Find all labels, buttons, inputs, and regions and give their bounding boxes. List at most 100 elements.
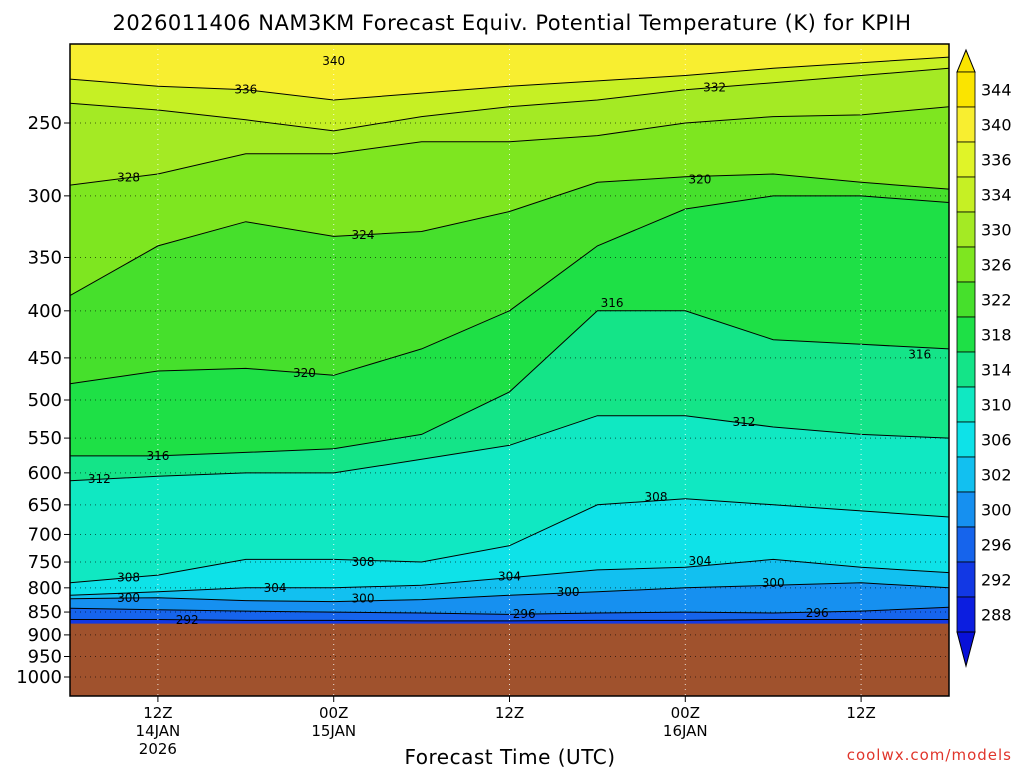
colorbar-tick-label: 288 xyxy=(981,606,1012,625)
x-tick-label: 14JAN xyxy=(136,722,181,740)
colorbar-tick-label: 306 xyxy=(981,431,1012,450)
colorbar-tick-label: 326 xyxy=(981,256,1012,275)
contour-328 xyxy=(70,106,949,186)
colorbar-tick-label: 336 xyxy=(981,151,1012,170)
y-tick-label: 250 xyxy=(28,113,62,134)
y-tick-label: 350 xyxy=(28,247,62,268)
colorbar-cell xyxy=(956,351,976,388)
x-tick-label: 16JAN xyxy=(663,722,708,740)
contour-lines xyxy=(70,56,949,622)
contour-320 xyxy=(70,195,949,385)
y-tick-label: 950 xyxy=(28,647,62,668)
colorbar-cell xyxy=(956,526,976,563)
contour-label: 296 xyxy=(806,606,829,620)
contour-label: 316 xyxy=(908,347,931,361)
contour-label: 308 xyxy=(645,490,668,504)
x-tick-label: 12Z xyxy=(846,704,875,722)
colorbar-cell xyxy=(956,421,976,458)
x-tick-label: 12Z xyxy=(143,704,172,722)
y-tick-label: 700 xyxy=(28,524,62,545)
y-tick-label: 900 xyxy=(28,625,62,646)
contour-332 xyxy=(70,67,949,132)
contour-label: 304 xyxy=(264,581,287,595)
colorbar-cell xyxy=(956,176,976,213)
contour-label: 336 xyxy=(234,83,257,97)
x-tick-label: 2026 xyxy=(139,740,177,758)
chart-title: 2026011406 NAM3KM Forecast Equiv. Potent… xyxy=(112,11,911,35)
contour-304 xyxy=(70,558,949,596)
contour-label: 300 xyxy=(117,591,140,605)
colorbar-tick-label: 300 xyxy=(981,501,1012,520)
colorbar-tick-label: 330 xyxy=(981,221,1012,240)
colorbar-tick-label: 302 xyxy=(981,466,1012,485)
colorbar-tick-label: 310 xyxy=(981,396,1012,415)
x-axis-label: Forecast Time (UTC) xyxy=(404,745,615,768)
y-tick-label: 600 xyxy=(28,463,62,484)
contour-label: 300 xyxy=(352,592,375,606)
contour-label: 292 xyxy=(176,613,199,627)
contour-316 xyxy=(70,310,949,457)
contour-label: 328 xyxy=(117,171,140,185)
colorbar-cell xyxy=(956,386,976,423)
y-tick-label: 850 xyxy=(28,602,62,623)
y-tick-label: 400 xyxy=(28,301,62,322)
y-tick-label: 500 xyxy=(28,390,62,411)
contour-labels: 336 332 328 324 320 316 312 308 304 300 296 292 340 3… xyxy=(88,54,931,627)
grid-lines xyxy=(70,44,949,696)
contour-label: 296 xyxy=(513,607,536,621)
colorbar-arrow-top xyxy=(956,48,976,73)
contour-300 xyxy=(70,582,949,603)
contour-label: 308 xyxy=(117,571,140,585)
x-tick-label: 00Z xyxy=(319,704,348,722)
contour-label: 304 xyxy=(688,554,711,568)
y-tick-label: 750 xyxy=(28,552,62,573)
colorbar-tick-label: 322 xyxy=(981,291,1012,310)
contour-label: 316 xyxy=(601,296,624,310)
y-tick-label: 300 xyxy=(28,186,62,207)
colorbar-tick-label: 296 xyxy=(981,536,1012,555)
colorbar-tick-label: 344 xyxy=(981,81,1012,100)
colorbar-tick-label: 314 xyxy=(981,361,1012,380)
colorbar-tick-label: 318 xyxy=(981,326,1012,345)
contour-label: 300 xyxy=(762,576,785,590)
colorbar-tick-label: 334 xyxy=(981,186,1012,205)
contour-label: 312 xyxy=(732,415,755,429)
contour-label: 320 xyxy=(293,366,316,380)
contour-336 xyxy=(70,56,949,101)
credit-text: coolwx.com/models xyxy=(847,746,1012,764)
colorbar-cell xyxy=(956,456,976,493)
y-tick-label: 650 xyxy=(28,495,62,516)
colorbar-cell xyxy=(956,596,976,633)
x-tick-label: 12Z xyxy=(495,704,524,722)
contour-label: 308 xyxy=(352,555,375,569)
contour-292 xyxy=(70,619,949,622)
contour-label: 316 xyxy=(146,449,169,463)
contour-label: 320 xyxy=(688,173,711,187)
contour-label: 304 xyxy=(498,570,521,584)
contour-label: 332 xyxy=(703,80,726,94)
colorbar-cell xyxy=(956,71,976,108)
x-tick-label: 00Z xyxy=(671,704,700,722)
contour-label: 300 xyxy=(557,585,580,599)
plot-area: 336 332 328 324 320 316 312 308 304 300 296 292 340 3… xyxy=(69,43,950,697)
contour-label: 324 xyxy=(352,228,375,242)
colorbar-cell xyxy=(956,141,976,178)
y-axis: 2503003504004505005506006507007508008509… xyxy=(16,113,70,688)
colorbar-cell xyxy=(956,316,976,353)
colorbar-arrow-bottom xyxy=(956,631,976,668)
colorbar-cell xyxy=(956,211,976,248)
contour-308 xyxy=(70,498,949,584)
x-tick-label: 15JAN xyxy=(311,722,356,740)
colorbar-cell xyxy=(956,106,976,143)
colorbar-cell xyxy=(956,491,976,528)
y-tick-label: 550 xyxy=(28,428,62,449)
colorbar-cell xyxy=(956,246,976,283)
contour-label: 340 xyxy=(322,54,345,68)
colorbar: 344 340 336 334 330 326 322 318 314 310 306 302 300 2… xyxy=(956,48,1012,668)
colorbar-tick-label: 292 xyxy=(981,571,1012,590)
contour-324 xyxy=(70,173,949,297)
y-tick-label: 450 xyxy=(28,348,62,369)
contour-312 xyxy=(70,415,949,482)
